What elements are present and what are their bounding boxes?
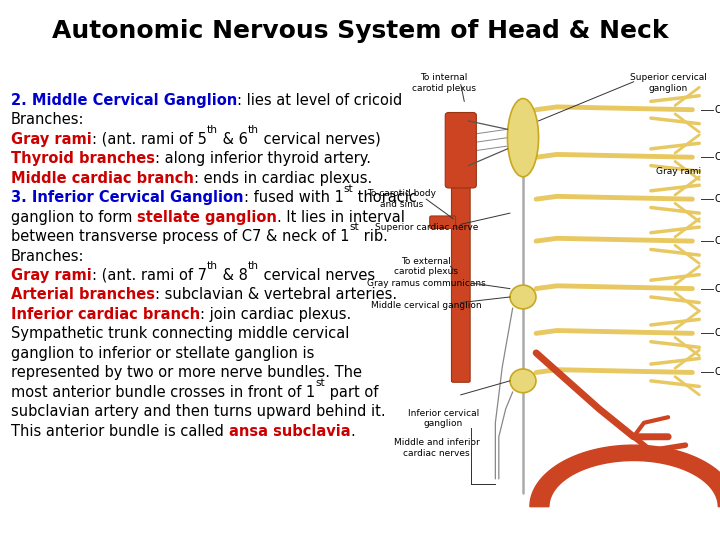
Text: th: th [248,125,258,135]
Ellipse shape [508,98,539,177]
Text: ganglion to inferior or stellate ganglion is: ganglion to inferior or stellate ganglio… [11,346,315,361]
Text: Branches:: Branches: [11,112,84,127]
Text: st: st [315,378,325,388]
Text: cervical nerves): cervical nerves) [258,132,380,147]
Text: st: st [343,184,353,193]
Text: C5: C5 [715,236,720,246]
Text: To carotid body
and sinus: To carotid body and sinus [367,190,436,209]
Text: th: th [248,261,258,271]
Text: To internal
carotid plexus: To internal carotid plexus [412,73,475,93]
Text: & 8: & 8 [217,268,248,283]
Text: ansa subclavia: ansa subclavia [228,423,350,438]
Text: Thyroid branches: Thyroid branches [11,151,155,166]
Text: between transverse process of C7 & neck of 1: between transverse process of C7 & neck … [11,229,349,244]
Text: . It lies in interval: . It lies in interval [277,210,405,225]
FancyBboxPatch shape [451,114,470,382]
Text: th: th [207,125,217,135]
Text: st: st [349,222,359,232]
Polygon shape [530,445,720,507]
Text: rib.: rib. [359,229,388,244]
Text: C4: C4 [715,194,720,204]
Ellipse shape [510,369,536,393]
Text: : (ant. rami of 5: : (ant. rami of 5 [91,132,207,147]
Text: thoracic: thoracic [353,190,417,205]
Text: : join cardiac plexus.: : join cardiac plexus. [200,307,351,322]
Text: most anterior bundle crosses in front of 1: most anterior bundle crosses in front of… [11,384,315,400]
Text: Gray rami: Gray rami [656,167,701,176]
FancyBboxPatch shape [430,216,456,228]
Text: Middle cardiac branch: Middle cardiac branch [11,171,194,186]
Text: represented by two or more nerve bundles. The: represented by two or more nerve bundles… [11,365,362,380]
Text: C6: C6 [715,284,720,294]
Text: stellate ganglion: stellate ganglion [137,210,277,225]
Text: Middle cervical ganglion: Middle cervical ganglion [371,301,482,310]
Text: C7: C7 [715,328,720,339]
Text: Inferior cardiac branch: Inferior cardiac branch [11,307,200,322]
Text: This anterior bundle is called: This anterior bundle is called [11,423,228,438]
Text: Middle and inferior
cardiac nerves: Middle and inferior cardiac nerves [394,438,480,457]
Text: To external
carotid plexus: To external carotid plexus [395,256,458,276]
Text: : lies at level of cricoid: : lies at level of cricoid [238,93,402,108]
Text: Gray rami: Gray rami [11,268,91,283]
Text: Superior cardiac nerve: Superior cardiac nerve [374,222,478,232]
Text: 2. Middle Cervical Ganglion: 2. Middle Cervical Ganglion [11,93,238,108]
Text: ganglion to form: ganglion to form [11,210,137,225]
Text: cervical nerves: cervical nerves [258,268,375,283]
Text: & 6: & 6 [217,132,248,147]
Text: Gray rami: Gray rami [11,132,91,147]
Text: C2: C2 [715,105,720,114]
Text: Gray ramus communicans: Gray ramus communicans [367,279,485,287]
FancyBboxPatch shape [445,112,477,188]
Text: : fused with 1: : fused with 1 [243,190,343,205]
Text: C3: C3 [715,152,720,162]
Text: 3. Inferior Cervical Ganglion: 3. Inferior Cervical Ganglion [11,190,243,205]
Text: : ends in cardiac plexus.: : ends in cardiac plexus. [194,171,372,186]
Text: Arterial branches: Arterial branches [11,287,155,302]
Text: Branches:: Branches: [11,248,84,264]
Text: Autonomic Nervous System of Head & Neck: Autonomic Nervous System of Head & Neck [52,19,668,43]
Text: : along inferior thyroid artery.: : along inferior thyroid artery. [155,151,371,166]
Text: .: . [350,423,355,438]
Text: th: th [207,261,217,271]
Text: Inferior cervical
ganglion: Inferior cervical ganglion [408,409,479,428]
Text: part of: part of [325,384,379,400]
Text: Superior cervical
ganglion: Superior cervical ganglion [630,73,706,93]
Text: subclavian artery and then turns upward behind it.: subclavian artery and then turns upward … [11,404,386,419]
Text: Sympathetic trunk connecting middle cervical: Sympathetic trunk connecting middle cerv… [11,326,349,341]
Text: : subclavian & vertebral arteries.: : subclavian & vertebral arteries. [155,287,397,302]
Text: C8: C8 [715,368,720,377]
Ellipse shape [510,285,536,309]
Text: : (ant. rami of 7: : (ant. rami of 7 [91,268,207,283]
